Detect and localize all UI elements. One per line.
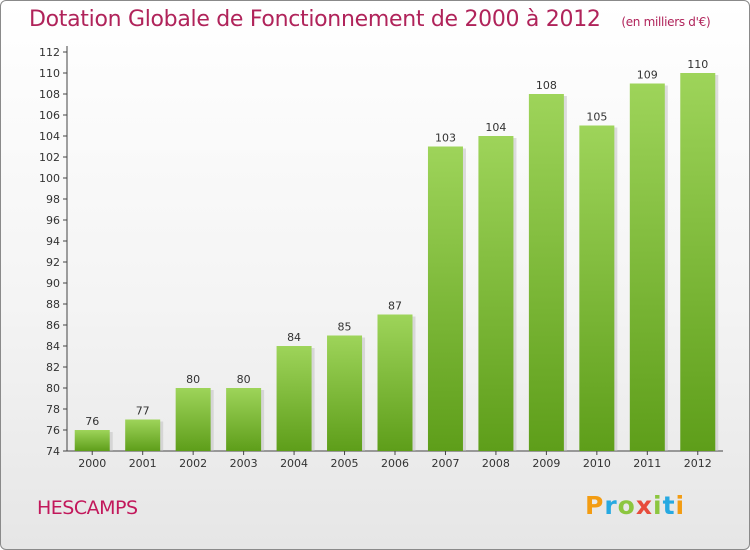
bar [74,430,110,451]
y-tick-label: 82 [46,361,60,374]
logo-letter: i [653,491,663,520]
x-tick-label: 2009 [532,457,560,470]
bar [478,136,514,451]
logo-letter: r [604,491,618,520]
x-tick-label: 2012 [684,457,712,470]
y-tick-label: 76 [46,424,60,437]
y-tick-label: 100 [39,172,60,185]
bar-value-label: 105 [586,111,607,124]
bar-value-label: 77 [136,405,150,418]
x-tick-label: 2007 [431,457,459,470]
y-tick-label: 104 [39,130,60,143]
x-tick-label: 2005 [331,457,359,470]
y-tick-label: 78 [46,403,60,416]
bar [276,346,312,451]
bar [528,94,564,451]
x-tick-label: 2000 [78,457,106,470]
y-tick-label: 98 [46,193,60,206]
title-text: Dotation Globale de Fonctionnement de 20… [29,7,601,32]
bar-value-label: 85 [338,321,352,334]
y-tick-label: 106 [39,109,60,122]
y-tick-label: 86 [46,319,60,332]
y-tick-label: 84 [46,340,60,353]
x-tick-label: 2003 [230,457,258,470]
y-tick-label: 108 [39,88,60,101]
bar-value-label: 76 [85,415,99,428]
proxiti-logo: Proxiti [585,491,685,520]
bar [629,83,665,451]
bar [175,388,211,451]
bar-value-label: 103 [435,132,456,145]
logo-letter: i [675,491,686,520]
y-tick-label: 96 [46,214,60,227]
bar-value-label: 108 [536,79,557,92]
bar-value-label: 104 [485,121,506,134]
x-tick-label: 2011 [633,457,661,470]
x-tick-label: 2006 [381,457,409,470]
y-tick-label: 74 [46,445,60,458]
bar [680,73,716,451]
bar [226,388,262,451]
x-tick-label: 2004 [280,457,308,470]
bar-value-label: 110 [687,58,708,71]
bar-value-label: 80 [237,373,251,386]
unit-label: (en milliers d'€) [621,15,711,29]
logo-letter: t [662,491,676,520]
logo-letter: o [617,491,636,520]
logo-letter: x [635,491,653,520]
y-tick-label: 110 [39,67,60,80]
y-tick-label: 102 [39,151,60,164]
x-tick-label: 2001 [129,457,157,470]
bar-value-label: 84 [287,331,301,344]
y-tick-label: 88 [46,298,60,311]
bar [579,125,615,451]
bar [125,419,161,451]
bar-value-label: 87 [388,300,402,313]
logo-letter: P [585,491,605,520]
x-tick-label: 2010 [583,457,611,470]
bar-value-label: 109 [637,69,658,82]
x-tick-label: 2002 [179,457,207,470]
y-tick-label: 90 [46,277,60,290]
bar [427,146,463,451]
y-tick-label: 80 [46,382,60,395]
x-tick-label: 2008 [482,457,510,470]
chart-title: Dotation Globale de Fonctionnement de 20… [29,7,711,32]
commune-name: HESCAMPS [37,497,138,519]
y-tick-label: 94 [46,235,60,248]
y-tick-label: 112 [39,46,60,59]
y-tick-label: 92 [46,256,60,269]
bar [327,335,363,451]
bar [377,314,413,451]
bar-value-label: 80 [186,373,200,386]
